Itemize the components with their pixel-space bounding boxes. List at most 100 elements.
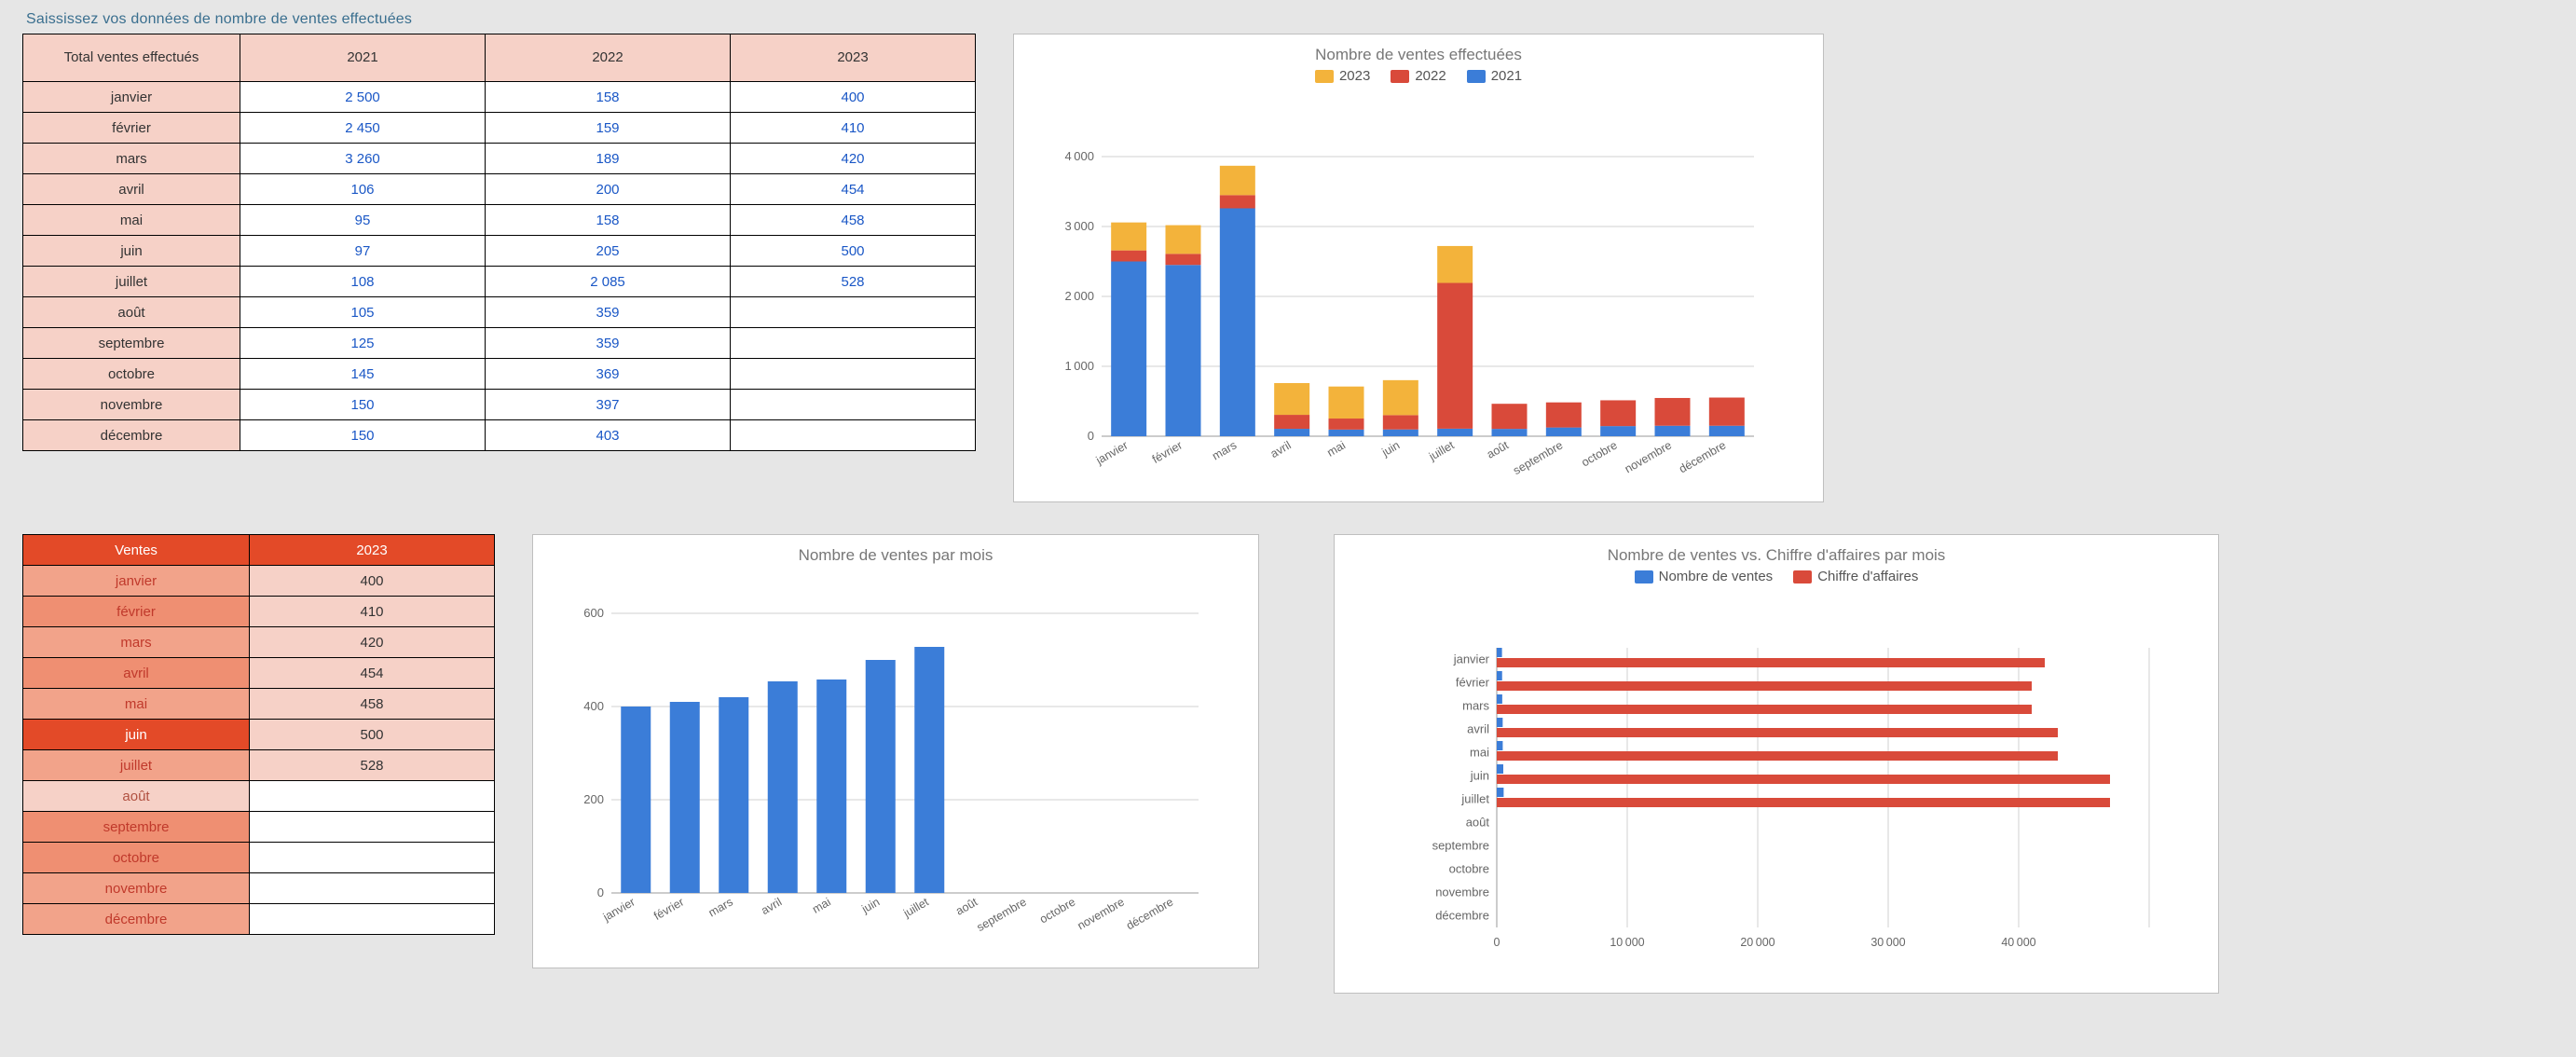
t1-corner: Total ventes effectués: [23, 34, 240, 82]
svg-text:juin: juin: [1379, 438, 1403, 459]
svg-text:mai: mai: [1470, 746, 1489, 760]
t2-cell[interactable]: 420: [250, 627, 495, 658]
legend-item: Chiffre d'affaires: [1793, 569, 1918, 584]
table-row: novembre150397: [23, 390, 976, 420]
t1-cell[interactable]: 359: [486, 297, 731, 328]
table-row: août: [23, 781, 495, 812]
t1-cell[interactable]: [731, 420, 976, 451]
svg-text:juin: juin: [859, 895, 883, 915]
table-row: octobre145369: [23, 359, 976, 390]
svg-text:mai: mai: [810, 895, 832, 915]
t2-month-label: août: [23, 781, 250, 812]
t1-cell[interactable]: 454: [731, 174, 976, 205]
legend-item: Nombre de ventes: [1635, 569, 1774, 584]
t2-cell[interactable]: 500: [250, 720, 495, 750]
t1-cell[interactable]: 95: [240, 205, 486, 236]
t1-cell[interactable]: 2 085: [486, 267, 731, 297]
t2-cell[interactable]: [250, 873, 495, 904]
t1-month-label: juillet: [23, 267, 240, 297]
t1-cell[interactable]: 3 260: [240, 144, 486, 174]
t1-cell[interactable]: 105: [240, 297, 486, 328]
t2-cell[interactable]: 410: [250, 597, 495, 627]
t1-year-header: 2021: [240, 34, 486, 82]
chart1-title: Nombre de ventes effectuées: [1027, 46, 1810, 64]
svg-text:20 000: 20 000: [1740, 936, 1774, 949]
t1-cell[interactable]: 403: [486, 420, 731, 451]
t2-month-label: mars: [23, 627, 250, 658]
legend-item: 2021: [1467, 68, 1522, 84]
table-row: juin97205500: [23, 236, 976, 267]
t1-cell[interactable]: 205: [486, 236, 731, 267]
t1-cell[interactable]: 458: [731, 205, 976, 236]
t1-year-header: 2022: [486, 34, 731, 82]
svg-text:septembre: septembre: [1511, 438, 1565, 477]
t1-cell[interactable]: [731, 390, 976, 420]
t1-cell[interactable]: 2 500: [240, 82, 486, 113]
svg-text:10 000: 10 000: [1610, 936, 1644, 949]
t1-cell[interactable]: 500: [731, 236, 976, 267]
table-row: mars420: [23, 627, 495, 658]
svg-text:novembre: novembre: [1435, 885, 1489, 899]
t2-year: 2023: [250, 535, 495, 566]
t2-month-label: décembre: [23, 904, 250, 935]
t1-cell[interactable]: 420: [731, 144, 976, 174]
t1-cell[interactable]: 189: [486, 144, 731, 174]
table-row: octobre: [23, 843, 495, 873]
t2-cell[interactable]: 454: [250, 658, 495, 689]
t1-cell[interactable]: 369: [486, 359, 731, 390]
t1-cell[interactable]: 106: [240, 174, 486, 205]
t2-cell[interactable]: 528: [250, 750, 495, 781]
t1-cell[interactable]: 410: [731, 113, 976, 144]
t1-cell[interactable]: [731, 297, 976, 328]
t1-cell[interactable]: 158: [486, 205, 731, 236]
t1-cell[interactable]: 145: [240, 359, 486, 390]
t1-cell[interactable]: 159: [486, 113, 731, 144]
t2-cell[interactable]: 400: [250, 566, 495, 597]
t1-cell[interactable]: 97: [240, 236, 486, 267]
t1-month-label: août: [23, 297, 240, 328]
chart3-title: Nombre de ventes vs. Chiffre d'affaires …: [1348, 546, 2205, 565]
svg-text:octobre: octobre: [1037, 895, 1077, 926]
t1-cell[interactable]: 108: [240, 267, 486, 297]
table-row: novembre: [23, 873, 495, 904]
t2-month-label: janvier: [23, 566, 250, 597]
svg-text:février: février: [651, 895, 686, 922]
t1-cell[interactable]: 2 450: [240, 113, 486, 144]
t1-cell[interactable]: 150: [240, 420, 486, 451]
t1-cell[interactable]: 397: [486, 390, 731, 420]
table-row: juillet1082 085528: [23, 267, 976, 297]
t1-cell[interactable]: [731, 359, 976, 390]
t2-month-label: février: [23, 597, 250, 627]
svg-text:janvier: janvier: [1093, 438, 1130, 467]
t1-month-label: décembre: [23, 420, 240, 451]
t2-cell[interactable]: 458: [250, 689, 495, 720]
svg-text:août: août: [1485, 438, 1512, 461]
t2-cell[interactable]: [250, 843, 495, 873]
t1-month-label: mars: [23, 144, 240, 174]
t2-cell[interactable]: [250, 904, 495, 935]
table-row: septembre125359: [23, 328, 976, 359]
t1-cell[interactable]: 125: [240, 328, 486, 359]
t1-cell[interactable]: 158: [486, 82, 731, 113]
svg-text:400: 400: [583, 699, 604, 713]
t2-cell[interactable]: [250, 812, 495, 843]
svg-text:40 000: 40 000: [2001, 936, 2035, 949]
table-row: avril454: [23, 658, 495, 689]
t1-cell[interactable]: 150: [240, 390, 486, 420]
svg-text:septembre: septembre: [1432, 839, 1489, 853]
t1-cell[interactable]: 528: [731, 267, 976, 297]
t1-cell[interactable]: [731, 328, 976, 359]
svg-text:30 000: 30 000: [1870, 936, 1905, 949]
svg-text:octobre: octobre: [1449, 862, 1489, 876]
t1-cell[interactable]: 200: [486, 174, 731, 205]
svg-text:février: février: [1150, 438, 1185, 465]
table-row: septembre: [23, 812, 495, 843]
t2-cell[interactable]: [250, 781, 495, 812]
chart-sales-per-month: Nombre de ventes par mois 0200400600janv…: [532, 534, 1259, 968]
table-row: janvier2 500158400: [23, 82, 976, 113]
table-row: décembre150403: [23, 420, 976, 451]
t1-cell[interactable]: 359: [486, 328, 731, 359]
t1-cell[interactable]: 400: [731, 82, 976, 113]
table-row: février2 450159410: [23, 113, 976, 144]
svg-text:août: août: [1466, 816, 1490, 830]
